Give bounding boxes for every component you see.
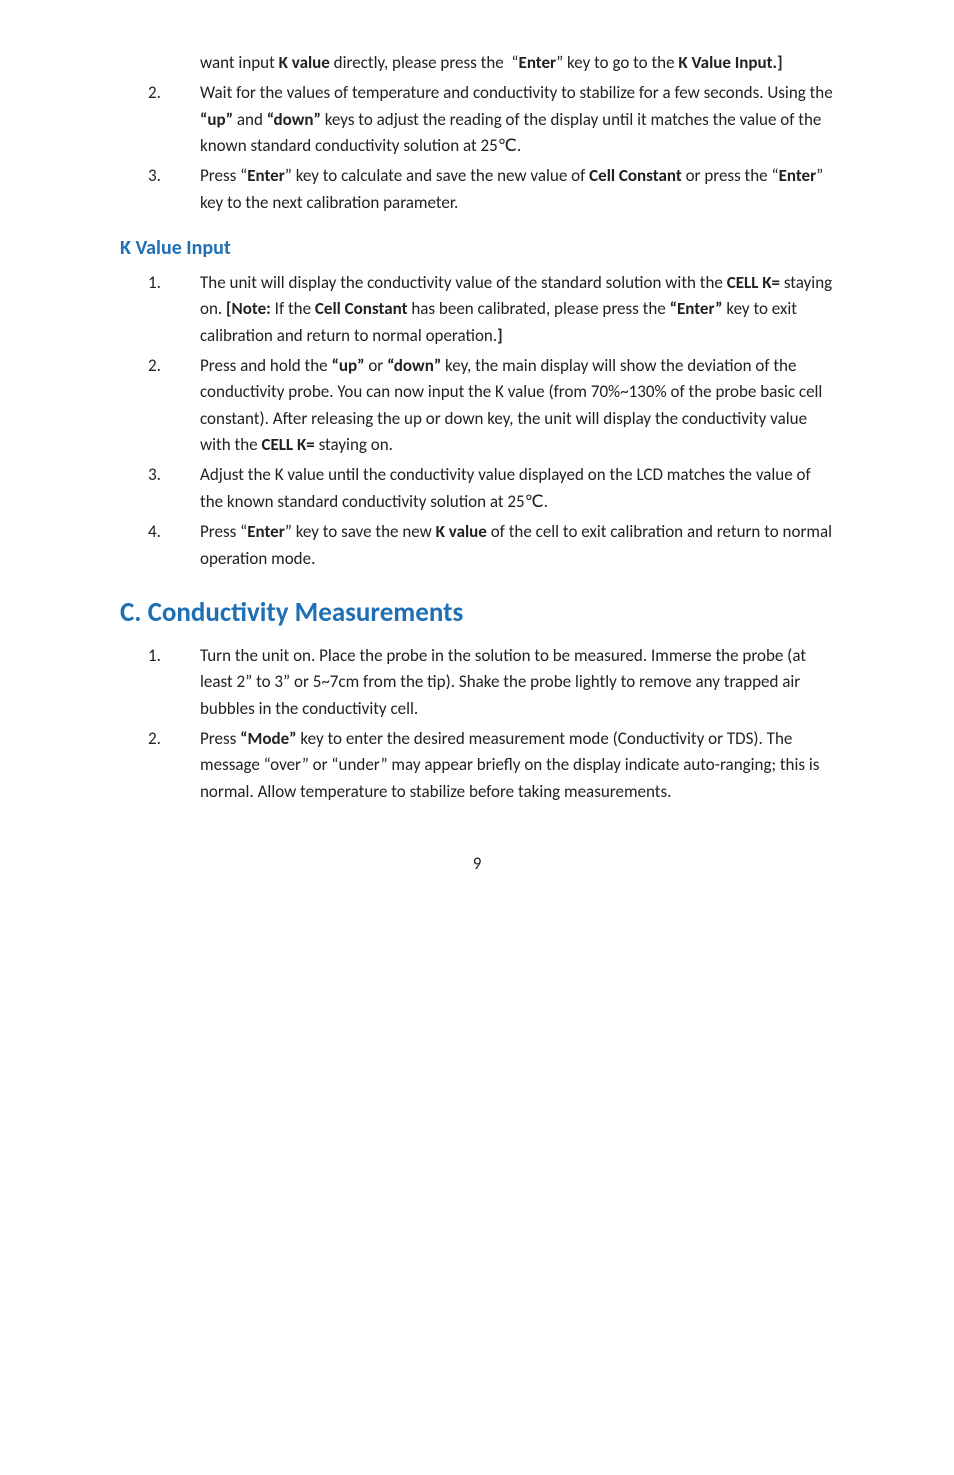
- list-item-text: Press and hold the “up” or “down” key, t…: [200, 353, 834, 458]
- list-item-text: Adjust the K value until the conductivit…: [200, 462, 834, 515]
- list-item-text: want input K value directly, please pres…: [200, 50, 834, 76]
- page-number: 9: [120, 853, 834, 874]
- list-item: 2.Wait for the values of temperature and…: [148, 80, 834, 159]
- list-item: 1.Turn the unit on. Place the probe in t…: [148, 643, 834, 722]
- list-item-text: Press “Enter” key to save the new K valu…: [200, 519, 834, 572]
- continued-list: want input K value directly, please pres…: [148, 50, 834, 216]
- list-item: 3.Adjust the K value until the conductiv…: [148, 462, 834, 515]
- conductivity-measurements-list: 1.Turn the unit on. Place the probe in t…: [148, 643, 834, 805]
- list-item-text: Wait for the values of temperature and c…: [200, 80, 834, 159]
- k-value-input-heading: K Value Input: [120, 236, 834, 260]
- list-item-number: 2.: [148, 353, 200, 458]
- list-item-number: 1.: [148, 270, 200, 349]
- list-item-number: 2.: [148, 80, 200, 159]
- conductivity-measurements-heading: C. Conductivity Measurements: [120, 596, 834, 629]
- list-item-text: Turn the unit on. Place the probe in the…: [200, 643, 834, 722]
- list-item-number: 4.: [148, 519, 200, 572]
- list-item: want input K value directly, please pres…: [148, 50, 834, 76]
- list-item: 3.Press “Enter” key to calculate and sav…: [148, 163, 834, 216]
- list-item-text: The unit will display the conductivity v…: [200, 270, 834, 349]
- k-value-input-list: 1.The unit will display the conductivity…: [148, 270, 834, 572]
- list-item-text: Press “Mode” key to enter the desired me…: [200, 726, 834, 805]
- list-item: 1.The unit will display the conductivity…: [148, 270, 834, 349]
- list-item-number: 3.: [148, 462, 200, 515]
- list-item-number: 2.: [148, 726, 200, 805]
- list-item-number: [148, 50, 200, 76]
- list-item-number: 1.: [148, 643, 200, 722]
- list-item: 4.Press “Enter” key to save the new K va…: [148, 519, 834, 572]
- list-item-text: Press “Enter” key to calculate and save …: [200, 163, 834, 216]
- list-item: 2.Press and hold the “up” or “down” key,…: [148, 353, 834, 458]
- list-item: 2.Press “Mode” key to enter the desired …: [148, 726, 834, 805]
- list-item-number: 3.: [148, 163, 200, 216]
